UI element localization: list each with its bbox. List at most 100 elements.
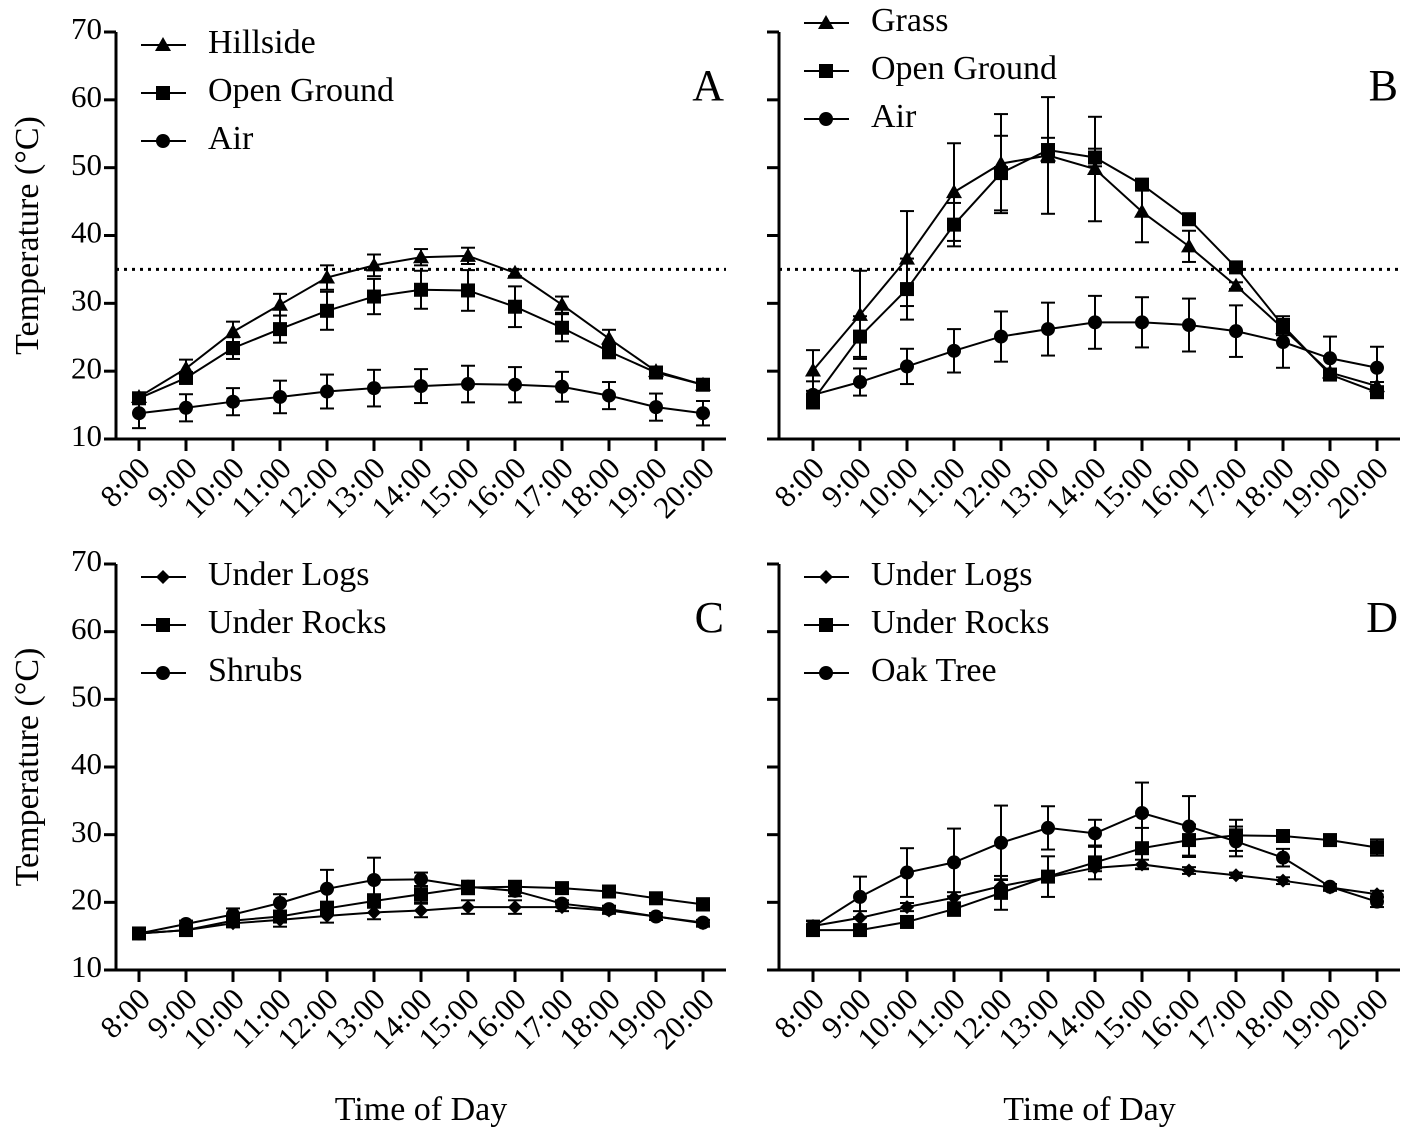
y-tick-label: 60 (71, 611, 102, 646)
data-point (1135, 315, 1149, 330)
data-point (900, 359, 914, 374)
data-point (1041, 143, 1055, 158)
legend-label: Under Rocks (208, 604, 386, 641)
data-point (900, 865, 914, 880)
data-point (226, 907, 240, 922)
data-point (994, 329, 1008, 344)
data-point (947, 902, 961, 917)
data-point (461, 879, 475, 894)
data-point (366, 257, 382, 272)
data-point (601, 330, 617, 345)
data-point (602, 884, 616, 899)
legend-label: Open Ground (871, 50, 1057, 87)
legend-marker (818, 15, 834, 29)
data-point (508, 299, 522, 314)
panel-label: C (695, 593, 724, 642)
y-tick-label: 40 (71, 746, 102, 781)
data-point (555, 379, 569, 394)
y-tick-label: 40 (71, 215, 102, 250)
data-point (508, 377, 522, 392)
data-point (132, 926, 146, 941)
data-point (696, 915, 710, 930)
data-point (853, 923, 867, 938)
data-point (1229, 834, 1243, 849)
data-point (507, 264, 523, 279)
data-point (273, 322, 287, 337)
y-tick-label: 70 (71, 543, 102, 578)
data-point (414, 903, 428, 918)
data-point (1088, 150, 1102, 165)
data-point (461, 900, 475, 915)
data-point (900, 914, 914, 929)
data-point (994, 166, 1008, 181)
y-tick-label: 60 (71, 79, 102, 114)
data-point (994, 885, 1008, 900)
data-point (696, 377, 710, 392)
data-point (649, 909, 663, 924)
data-point (806, 919, 820, 934)
legend-label: Air (208, 120, 254, 157)
data-point (179, 400, 193, 415)
data-point (1276, 334, 1290, 349)
data-point (1181, 238, 1197, 253)
data-point (367, 381, 381, 396)
data-point (1087, 161, 1103, 176)
data-point (225, 323, 241, 338)
data-point (414, 872, 428, 887)
data-point (461, 283, 475, 298)
data-point (1134, 203, 1150, 218)
data-point (805, 362, 821, 377)
data-point (367, 905, 381, 920)
legend-marker (819, 64, 833, 78)
data-point (1135, 177, 1149, 192)
data-point (179, 916, 193, 931)
data-point (320, 384, 334, 399)
data-point (555, 896, 569, 911)
data-point (179, 370, 193, 385)
legend-marker (819, 618, 833, 632)
y-tick-label: 30 (71, 282, 102, 317)
y-axis-title: Temperature (°C) (9, 116, 46, 355)
data-point (367, 289, 381, 304)
legend-marker (155, 37, 171, 51)
data-point (273, 389, 287, 404)
data-point (1370, 360, 1384, 375)
y-tick-label: 30 (71, 814, 102, 849)
data-point (947, 343, 961, 358)
data-point (947, 217, 961, 232)
data-point (1182, 318, 1196, 333)
data-point (555, 320, 569, 335)
data-point (806, 387, 820, 402)
legend-marker (156, 570, 170, 584)
data-point (461, 377, 475, 392)
data-point (1276, 850, 1290, 865)
data-point (1182, 819, 1196, 834)
data-point (1229, 260, 1243, 275)
data-point (1370, 840, 1384, 855)
data-point (853, 889, 867, 904)
data-point (602, 902, 616, 917)
data-point (602, 388, 616, 403)
data-point (460, 247, 476, 262)
legend-marker (156, 666, 170, 680)
data-point (1228, 277, 1244, 292)
data-point (1182, 863, 1196, 878)
legend-marker (819, 112, 833, 126)
data-point (1135, 841, 1149, 856)
data-point (649, 891, 663, 906)
data-point (132, 406, 146, 421)
legend-marker (819, 570, 833, 584)
legend-label: Under Logs (871, 556, 1032, 593)
data-point (1229, 868, 1243, 883)
legend-marker (819, 666, 833, 680)
data-point (226, 341, 240, 356)
data-point (226, 394, 240, 409)
data-point (1323, 879, 1337, 894)
legend-marker (156, 618, 170, 632)
data-point (413, 249, 429, 264)
data-point (696, 406, 710, 421)
data-point (900, 900, 914, 915)
data-point (994, 835, 1008, 850)
data-point (1182, 212, 1196, 227)
